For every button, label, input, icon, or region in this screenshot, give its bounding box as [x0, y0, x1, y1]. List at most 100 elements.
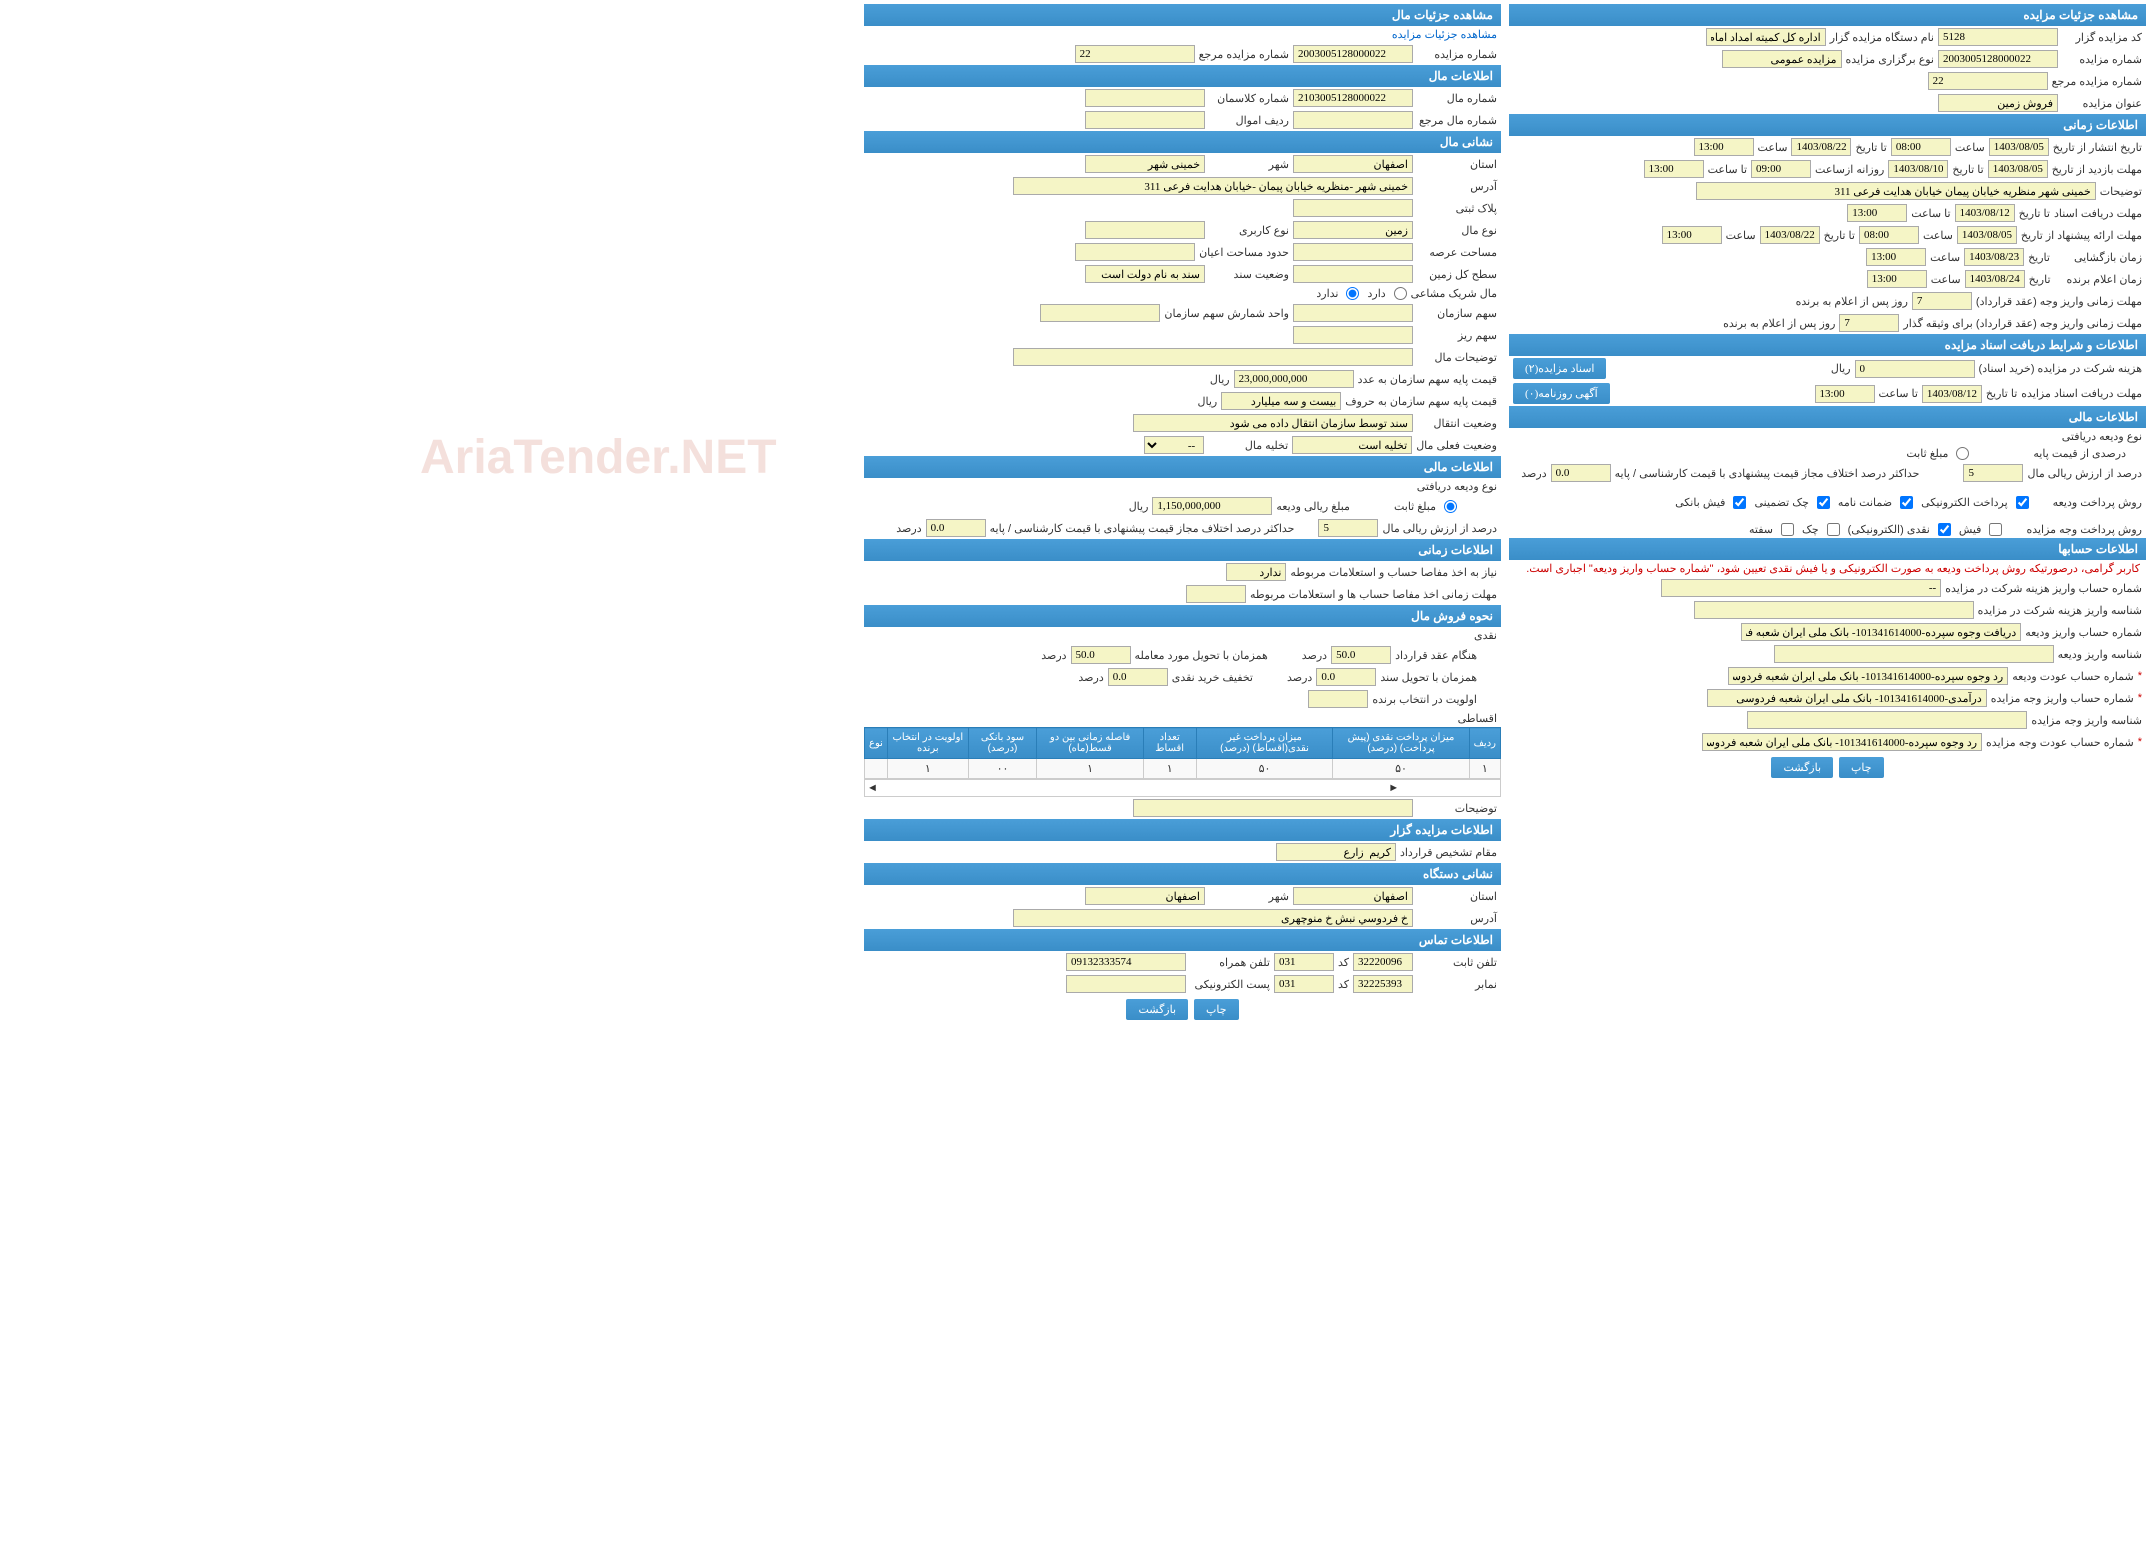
input-contract-percent[interactable]	[1331, 646, 1391, 664]
check-bank-slip[interactable]	[1733, 496, 1746, 509]
input-acc2[interactable]	[1694, 601, 1974, 619]
input-auction-num-l[interactable]	[1293, 45, 1413, 63]
input-open-time[interactable]	[1866, 248, 1926, 266]
radio-fixed-amount[interactable]	[1956, 447, 1969, 460]
input-land-level[interactable]	[1293, 265, 1413, 283]
newspaper-button[interactable]: آگهی روزنامه(۰)	[1513, 383, 1610, 404]
input-city[interactable]	[1085, 155, 1205, 173]
input-building-area[interactable]	[1075, 243, 1195, 261]
input-base-price-word[interactable]	[1221, 392, 1341, 410]
input-contract-official[interactable]	[1276, 843, 1396, 861]
input-proposal-to-time[interactable]	[1662, 226, 1722, 244]
input-address[interactable]	[1013, 177, 1413, 195]
input-desc-l[interactable]	[1133, 799, 1413, 817]
input-deed-percent[interactable]	[1316, 668, 1376, 686]
check-slip[interactable]	[1989, 523, 2002, 536]
input-deposit-amount[interactable]	[1152, 497, 1272, 515]
input-acc8[interactable]	[1702, 733, 1982, 751]
input-usage-type[interactable]	[1085, 221, 1205, 239]
input-email[interactable]	[1066, 975, 1186, 993]
input-province[interactable]	[1293, 155, 1413, 173]
input-acc3[interactable]	[1741, 623, 2021, 641]
input-doc-receive-date[interactable]	[1922, 385, 1982, 403]
input-acc4[interactable]	[1774, 645, 2054, 663]
input-auction-type[interactable]	[1722, 50, 1842, 68]
input-publish-from-time[interactable]	[1891, 138, 1951, 156]
input-property-type[interactable]	[1293, 221, 1413, 239]
input-open-date[interactable]	[1964, 248, 2024, 266]
input-doc-deadline-date[interactable]	[1955, 204, 2015, 222]
input-phone[interactable]	[1353, 953, 1413, 971]
check-collateral-check[interactable]	[1817, 496, 1830, 509]
input-winner-date[interactable]	[1965, 270, 2025, 288]
input-device-province[interactable]	[1293, 887, 1413, 905]
input-settle-deadline[interactable]	[1186, 585, 1246, 603]
input-device-city[interactable]	[1085, 887, 1205, 905]
input-proposal-to-date[interactable]	[1760, 226, 1820, 244]
check-check[interactable]	[1827, 523, 1840, 536]
input-ref-property[interactable]	[1293, 111, 1413, 129]
back-button-l[interactable]: بازگشت	[1126, 999, 1188, 1020]
input-auction-num[interactable]	[1938, 50, 2058, 68]
input-fax[interactable]	[1353, 975, 1413, 993]
input-deed-status[interactable]	[1085, 265, 1205, 283]
input-device-name[interactable]	[1706, 28, 1826, 46]
input-share-unit[interactable]	[1040, 304, 1160, 322]
check-guarantee[interactable]	[1900, 496, 1913, 509]
input-ref-num-l[interactable]	[1075, 45, 1195, 63]
input-property-desc[interactable]	[1013, 348, 1413, 366]
radio-fixed-amount-l[interactable]	[1444, 500, 1457, 513]
input-visit-daily-from[interactable]	[1751, 160, 1811, 178]
input-max-diff-r[interactable]	[1551, 464, 1611, 482]
radio-has[interactable]	[1394, 287, 1407, 300]
input-device-address[interactable]	[1013, 909, 1413, 927]
check-promissory[interactable]	[1781, 523, 1794, 536]
input-winner-time[interactable]	[1867, 270, 1927, 288]
input-doc-deadline-time[interactable]	[1847, 204, 1907, 222]
input-other-share[interactable]	[1293, 326, 1413, 344]
input-auction-code[interactable]	[1938, 28, 2058, 46]
view-auction-link[interactable]: مشاهده جزئیات مزایده	[1392, 28, 1497, 41]
print-button-r[interactable]: چاپ	[1839, 757, 1884, 778]
input-publish-from-date[interactable]	[1989, 138, 2049, 156]
docs-button[interactable]: اسناد مزایده(۲)	[1513, 358, 1606, 379]
input-publish-to-date[interactable]	[1791, 138, 1851, 156]
check-cash-electronic[interactable]	[1938, 523, 1951, 536]
input-acc6[interactable]	[1707, 689, 1987, 707]
input-transfer[interactable]	[1133, 414, 1413, 432]
input-current-status[interactable]	[1292, 436, 1412, 454]
input-area[interactable]	[1293, 243, 1413, 261]
input-participation-fee[interactable]	[1855, 360, 1975, 378]
input-acc7[interactable]	[1747, 711, 2027, 729]
input-collateral-period[interactable]	[1839, 314, 1899, 332]
input-proposal-from-time[interactable]	[1859, 226, 1919, 244]
select-evacuate[interactable]: --	[1144, 436, 1204, 454]
input-org-share[interactable]	[1293, 304, 1413, 322]
input-visit-from-date[interactable]	[1988, 160, 2048, 178]
input-base-price-num[interactable]	[1234, 370, 1354, 388]
input-ref-num[interactable]	[1928, 72, 2048, 90]
input-acc1[interactable]	[1661, 579, 1941, 597]
input-cash-discount[interactable]	[1108, 668, 1168, 686]
input-rial-percent-l[interactable]	[1318, 519, 1378, 537]
input-property-num[interactable]	[1293, 89, 1413, 107]
input-doc-receive-time[interactable]	[1815, 385, 1875, 403]
input-acc5[interactable]	[1728, 667, 2008, 685]
input-rial-value-percent[interactable]	[1963, 464, 2023, 482]
input-code-1[interactable]	[1274, 953, 1334, 971]
input-settle-need[interactable]	[1226, 563, 1286, 581]
print-button-l[interactable]: چاپ	[1194, 999, 1239, 1020]
input-winner-priority[interactable]	[1308, 690, 1368, 708]
input-visit-to-date[interactable]	[1888, 160, 1948, 178]
input-publish-to-time[interactable]	[1694, 138, 1754, 156]
input-visit-daily-to[interactable]	[1644, 160, 1704, 178]
input-deposit-period[interactable]	[1912, 292, 1972, 310]
input-code-2[interactable]	[1274, 975, 1334, 993]
radio-hasnot[interactable]	[1346, 287, 1359, 300]
input-max-diff-l[interactable]	[926, 519, 986, 537]
input-class-num[interactable]	[1085, 89, 1205, 107]
input-deal-percent[interactable]	[1071, 646, 1131, 664]
input-reg-plate[interactable]	[1293, 199, 1413, 217]
input-title[interactable]	[1938, 94, 2058, 112]
input-desc[interactable]	[1696, 182, 2096, 200]
